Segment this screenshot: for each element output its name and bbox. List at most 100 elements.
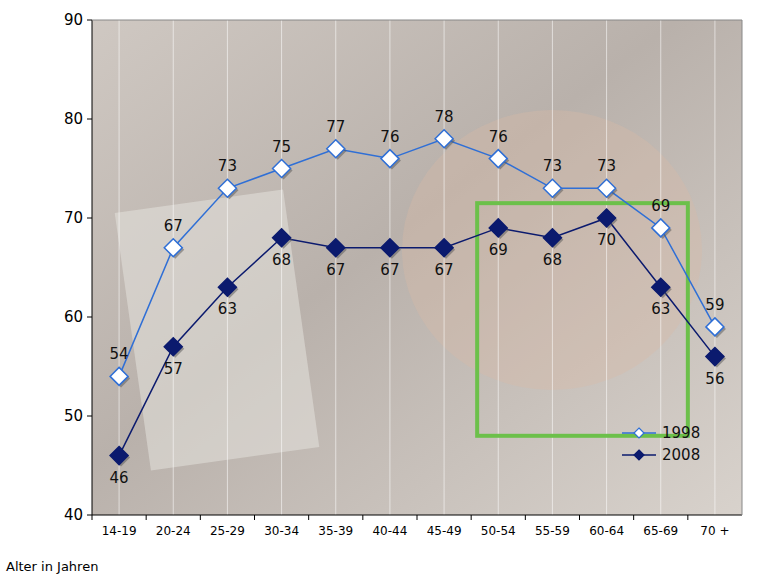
data-point	[435, 239, 453, 257]
x-tick-label: 20-24	[156, 524, 191, 538]
y-tick-label: 80	[64, 110, 83, 128]
chart-svg: 40 50 60 70 80 90 14-19 20-24 25-29 30-34 35-39 40-…	[0, 0, 760, 579]
data-label: 69	[489, 241, 508, 259]
x-axis-title: Alter in Jahren	[6, 559, 98, 574]
y-tick	[87, 119, 92, 120]
plot-frame	[92, 20, 742, 21]
grid-line	[498, 20, 499, 515]
x-tick	[579, 515, 580, 520]
x-tick-label: 14-19	[102, 524, 137, 538]
data-label: 73	[543, 157, 562, 175]
grid-line	[606, 20, 607, 515]
data-point	[652, 219, 670, 237]
legend-label: 2008	[662, 446, 700, 464]
grid-line	[119, 20, 120, 515]
data-point	[489, 219, 507, 237]
data-point	[381, 239, 399, 257]
x-tick	[687, 515, 688, 520]
data-point	[543, 179, 561, 197]
x-tick-label: 30-34	[264, 524, 299, 538]
data-label: 46	[110, 469, 129, 487]
grid-line	[173, 20, 174, 515]
data-point	[652, 278, 670, 296]
data-point	[598, 179, 616, 197]
data-point	[598, 209, 616, 227]
data-label: 59	[705, 296, 724, 314]
data-point	[164, 338, 182, 356]
data-label: 68	[543, 251, 562, 269]
plot-frame	[742, 20, 743, 515]
data-point	[218, 179, 236, 197]
x-tick	[525, 515, 526, 520]
data-point	[489, 150, 507, 168]
x-tick	[308, 515, 309, 520]
x-tick	[200, 515, 201, 520]
data-point	[543, 229, 561, 247]
data-labels: 5467737577767876737369594657636867676769…	[110, 108, 725, 487]
data-label: 75	[272, 138, 291, 156]
data-point	[435, 130, 453, 148]
x-tick-label: 35-39	[318, 524, 353, 538]
data-point	[706, 348, 724, 366]
data-label: 67	[380, 261, 399, 279]
y-tick-label: 90	[64, 11, 83, 29]
data-label: 56	[705, 370, 724, 388]
data-label: 77	[326, 118, 345, 136]
data-point	[273, 160, 291, 178]
x-tick-label: 45-49	[427, 524, 462, 538]
data-label: 67	[326, 261, 345, 279]
x-tick	[417, 515, 418, 520]
x-tick-label: 65-69	[643, 524, 678, 538]
legend: 1998 2008	[622, 424, 700, 464]
data-point	[327, 140, 345, 158]
grid-line	[227, 20, 228, 515]
data-label: 54	[110, 345, 129, 363]
data-point	[706, 318, 724, 336]
x-tick-label: 70 +	[700, 524, 729, 538]
legend-marker	[634, 450, 644, 460]
x-tick-label: 55-59	[535, 524, 570, 538]
photo-shape	[115, 189, 320, 470]
data-point	[273, 229, 291, 247]
data-point	[218, 278, 236, 296]
data-label: 76	[489, 128, 508, 146]
series-line	[119, 218, 715, 456]
data-label: 63	[651, 300, 670, 318]
data-point	[110, 367, 128, 385]
y-tick-label: 40	[64, 506, 83, 524]
y-tick	[87, 515, 92, 516]
data-label: 63	[218, 300, 237, 318]
data-label: 78	[435, 108, 454, 126]
grid-line	[714, 20, 715, 515]
data-label: 67	[164, 217, 183, 235]
marks	[110, 130, 726, 467]
data-point	[110, 447, 128, 465]
data-label: 76	[380, 128, 399, 146]
data-label: 70	[597, 231, 616, 249]
data-label: 68	[272, 251, 291, 269]
x-tick-label: 40-44	[372, 524, 407, 538]
y-tick	[87, 317, 92, 318]
x-tick-label: 60-64	[589, 524, 624, 538]
legend-label: 1998	[662, 424, 700, 442]
y-tick	[87, 416, 92, 417]
y-tick	[87, 218, 92, 219]
y-tick-label: 50	[64, 407, 83, 425]
data-point	[327, 239, 345, 257]
chart-container: 40 50 60 70 80 90 14-19 20-24 25-29 30-34 35-39 40-…	[0, 0, 760, 579]
data-label: 57	[164, 360, 183, 378]
data-label: 73	[218, 157, 237, 175]
y-tick	[87, 20, 92, 21]
plot-background	[92, 20, 742, 515]
y-tick-label: 60	[64, 308, 83, 326]
x-tick-label: 50-54	[481, 524, 516, 538]
x-tick	[146, 515, 147, 520]
y-tick-label: 70	[64, 209, 83, 227]
data-point	[381, 150, 399, 168]
x-tick	[633, 515, 634, 520]
x-tick	[92, 515, 93, 520]
highlight-frame	[477, 203, 688, 436]
x-tick-label: 25-29	[210, 524, 245, 538]
y-axis	[92, 20, 93, 515]
data-label: 69	[651, 197, 670, 215]
